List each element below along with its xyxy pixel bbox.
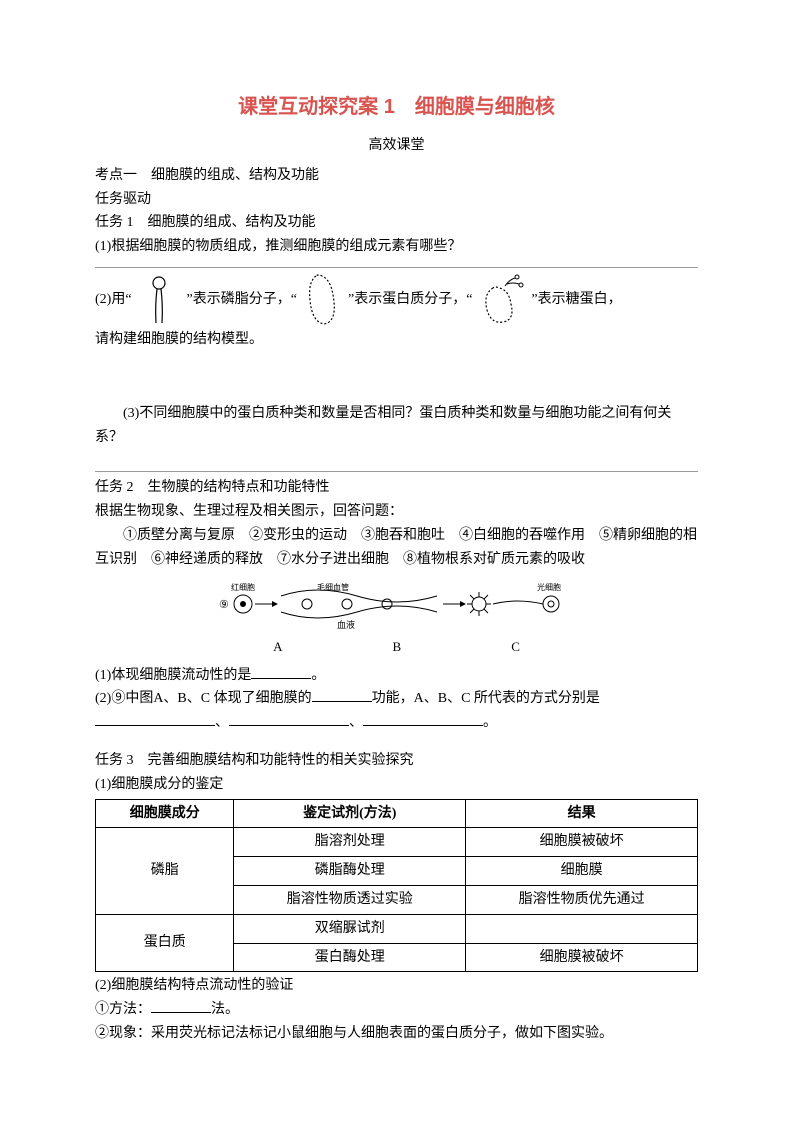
cell-r0c0: 磷脂	[96, 828, 234, 914]
cell-r0c1: 脂溶剂处理	[234, 828, 466, 857]
q2-mid1: ”表示磷脂分子，“	[187, 292, 297, 307]
task2-q2-blanks: 、 、 。	[95, 711, 698, 735]
cell-r3c0: 蛋白质	[96, 914, 234, 972]
cell-r3c2	[466, 914, 698, 943]
cell-r1c1: 磷脂酶处理	[234, 857, 466, 886]
task1-heading: 任务 1 细胞膜的组成、结构及功能	[95, 211, 698, 235]
answer-rule	[95, 267, 698, 268]
label-a: A	[273, 636, 282, 658]
task1-q3: (3)不同细胞膜中的蛋白质种类和数量是否相同？蛋白质种类和数量与细胞功能之间有何…	[95, 402, 698, 450]
m1-post: 法。	[211, 1002, 239, 1017]
task2-q2: (2)⑨中图A、B、C 体现了细胞膜的 功能，A、B、C 所代表的方式分别是	[95, 687, 698, 711]
task2-intro: 根据生物现象、生理过程及相关图示，回答问题：	[95, 500, 698, 524]
glycoprotein-icon	[476, 272, 528, 328]
task2-abc-labels: A B C	[95, 636, 698, 658]
kaodian-heading: 考点一 细胞膜的组成、结构及功能	[95, 164, 698, 188]
cell-r4c2: 细胞膜被破坏	[466, 943, 698, 972]
q2-mid2: ”表示蛋白质分子，“	[348, 292, 472, 307]
sep1: 、	[215, 715, 229, 730]
label-b: B	[393, 636, 402, 658]
cell-r2c1: 脂溶性物质透过实验	[234, 886, 466, 915]
cell-r0c2: 细胞膜被破坏	[466, 828, 698, 857]
svg-text:毛细血管: 毛细血管	[317, 582, 349, 592]
blank-2[interactable]	[312, 688, 372, 702]
task2-q2-pre: (2)⑨中图A、B、C 体现了细胞膜的	[95, 691, 312, 706]
cell-r1c2: 细胞膜	[466, 857, 698, 886]
blank-1[interactable]	[251, 665, 311, 679]
page-subtitle: 高效课堂	[95, 134, 698, 158]
task2-q1-post: 。	[311, 668, 325, 683]
task3-heading: 任务 3 完善细胞膜结构和功能特性的相关实验探究	[95, 749, 698, 773]
task1-q2-line2: 请构建细胞膜的结构模型。	[95, 328, 698, 352]
th-0: 细胞膜成分	[96, 799, 234, 828]
task1-q2: (2)用“ ”表示磷脂分子，“ ”表示蛋白质分子，“ ”表示糖蛋白，	[95, 272, 698, 328]
blank-5[interactable]	[363, 712, 483, 726]
task2-diagram: ⑨ 红细胞 毛细血管 血液 光细胞	[95, 578, 698, 634]
task3-sub2: (2)细胞膜结构特点流动性的验证	[95, 974, 698, 998]
label-c: C	[511, 636, 520, 658]
svg-text:血液: 血液	[337, 619, 355, 630]
m1-pre: ①方法：	[95, 1002, 151, 1017]
task2-heading: 任务 2 生物膜的结构特点和功能特性	[95, 476, 698, 500]
task3-m2: ②现象：采用荧光标记法标记小鼠细胞与人细胞表面的蛋白质分子，做如下图实验。	[95, 1022, 698, 1046]
task2-q2-end: 。	[483, 715, 497, 730]
sep2: 、	[349, 715, 363, 730]
cell-r3c1: 双缩脲试剂	[234, 914, 466, 943]
blank-4[interactable]	[229, 712, 349, 726]
task3-sub1: (1)细胞膜成分的鉴定	[95, 773, 698, 797]
diagram-label-redcell: 红细胞	[231, 582, 255, 592]
blank-3[interactable]	[95, 712, 215, 726]
section-rule-1	[95, 471, 698, 472]
task2-q1: (1)体现细胞膜流动性的是 。	[95, 664, 698, 688]
blank-method[interactable]	[151, 999, 211, 1013]
protein-icon	[300, 272, 344, 328]
cell-r2c2: 脂溶性物质优先通过	[466, 886, 698, 915]
task1-q1: (1)根据细胞膜的物质组成，推测细胞膜的组成元素有哪些？	[95, 235, 698, 259]
membrane-table: 细胞膜成分 鉴定试剂(方法) 结果 磷脂 脂溶剂处理 细胞膜被破坏 磷脂酶处理 …	[95, 799, 698, 973]
renwu-label: 任务驱动	[95, 188, 698, 212]
task2-q1-pre: (1)体现细胞膜流动性的是	[95, 668, 251, 683]
th-1: 鉴定试剂(方法)	[234, 799, 466, 828]
task2-q2-mid: 功能，A、B、C 所代表的方式分别是	[372, 691, 600, 706]
q2-end: ”表示糖蛋白，	[531, 292, 621, 307]
page-title: 课堂互动探究案 1 细胞膜与细胞核	[95, 90, 698, 124]
svg-text:⑨: ⑨	[219, 599, 229, 611]
task2-items: ①质壁分离与复原 ②变形虫的运动 ③胞吞和胞吐 ④白细胞的吞噬作用 ⑤精卵细胞的…	[95, 524, 698, 572]
phospholipid-icon	[135, 272, 183, 328]
task3-m1: ①方法： 法。	[95, 998, 698, 1022]
q2-pre: (2)用“	[95, 292, 132, 307]
svg-text:光细胞: 光细胞	[537, 582, 561, 592]
th-2: 结果	[466, 799, 698, 828]
cell-r4c1: 蛋白酶处理	[234, 943, 466, 972]
